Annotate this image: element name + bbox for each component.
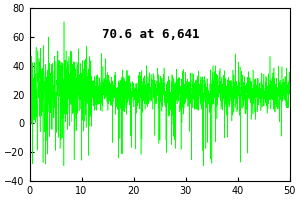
Text: 70.6 at 6,641: 70.6 at 6,641 <box>102 28 200 41</box>
